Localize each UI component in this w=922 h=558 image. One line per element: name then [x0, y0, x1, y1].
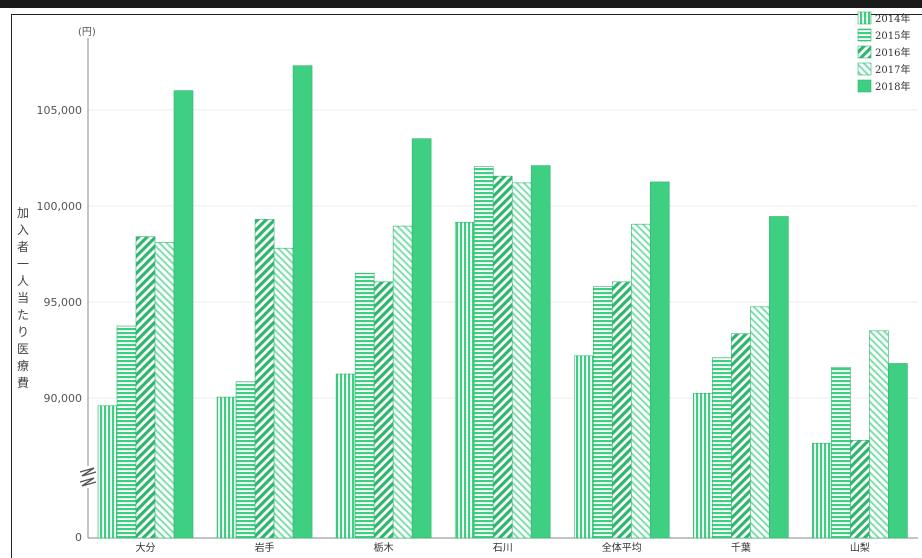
bar [97, 405, 118, 539]
chart-frame [11, 14, 922, 558]
legend-swatch [857, 28, 872, 42]
bar [235, 381, 256, 539]
legend-label: 2016年 [875, 46, 910, 59]
bar [812, 442, 832, 539]
bar [254, 219, 275, 539]
bar [869, 330, 889, 539]
bar [273, 247, 294, 539]
y-axis-unit-label: (円) [78, 27, 96, 38]
bar [649, 181, 670, 539]
axis-break-mark [79, 477, 97, 487]
bar [630, 223, 651, 539]
bar [530, 165, 551, 539]
x-tick-label: 千葉 [731, 541, 751, 554]
legend-swatch [857, 62, 872, 76]
bar [492, 175, 513, 539]
legend-swatch [857, 11, 872, 25]
legend-label: 2014年 [875, 12, 910, 25]
bar [116, 325, 137, 539]
bar [411, 138, 432, 539]
y-tick-label: 95,000 [44, 296, 83, 309]
legend-swatch [857, 79, 872, 93]
bar [511, 182, 532, 539]
bar [769, 216, 789, 539]
bar [731, 333, 751, 539]
bar [750, 306, 770, 539]
bar [454, 221, 475, 539]
bar [354, 272, 375, 539]
y-axis-label: 加入者一人当たり医療費 [16, 206, 29, 390]
x-tick-label: 全体平均 [602, 541, 642, 554]
x-tick-label: 栃木 [374, 541, 394, 554]
bar [611, 281, 632, 539]
bar [173, 90, 194, 539]
bar [154, 242, 175, 539]
axis-break-mark [79, 467, 97, 477]
bar [850, 440, 870, 539]
bar [392, 225, 413, 539]
x-tick-label: 岩手 [255, 541, 275, 554]
legend-label: 2015年 [875, 29, 910, 42]
top-border-bar [0, 0, 922, 8]
y-tick-label: 100,000 [37, 200, 83, 213]
bar [473, 166, 494, 539]
bar [373, 281, 394, 539]
bar [592, 286, 613, 539]
y-tick-label-zero: 0 [75, 531, 82, 544]
legend-swatch [857, 45, 872, 59]
bar [712, 357, 732, 539]
legend-label: 2018年 [875, 80, 910, 93]
bar [888, 363, 908, 539]
bar [216, 396, 237, 539]
x-tick-label: 山梨 [850, 541, 870, 554]
bar [573, 355, 594, 539]
bar [693, 392, 713, 539]
bar [292, 65, 313, 539]
bar [335, 373, 356, 539]
legend-label: 2017年 [875, 63, 910, 76]
y-tick-label: 90,000 [44, 392, 83, 405]
x-tick-label: 石川 [493, 543, 513, 554]
x-tick-label: 大分 [136, 541, 156, 554]
bar [135, 236, 156, 539]
bar [831, 367, 851, 539]
y-tick-label: 105,000 [37, 104, 83, 117]
